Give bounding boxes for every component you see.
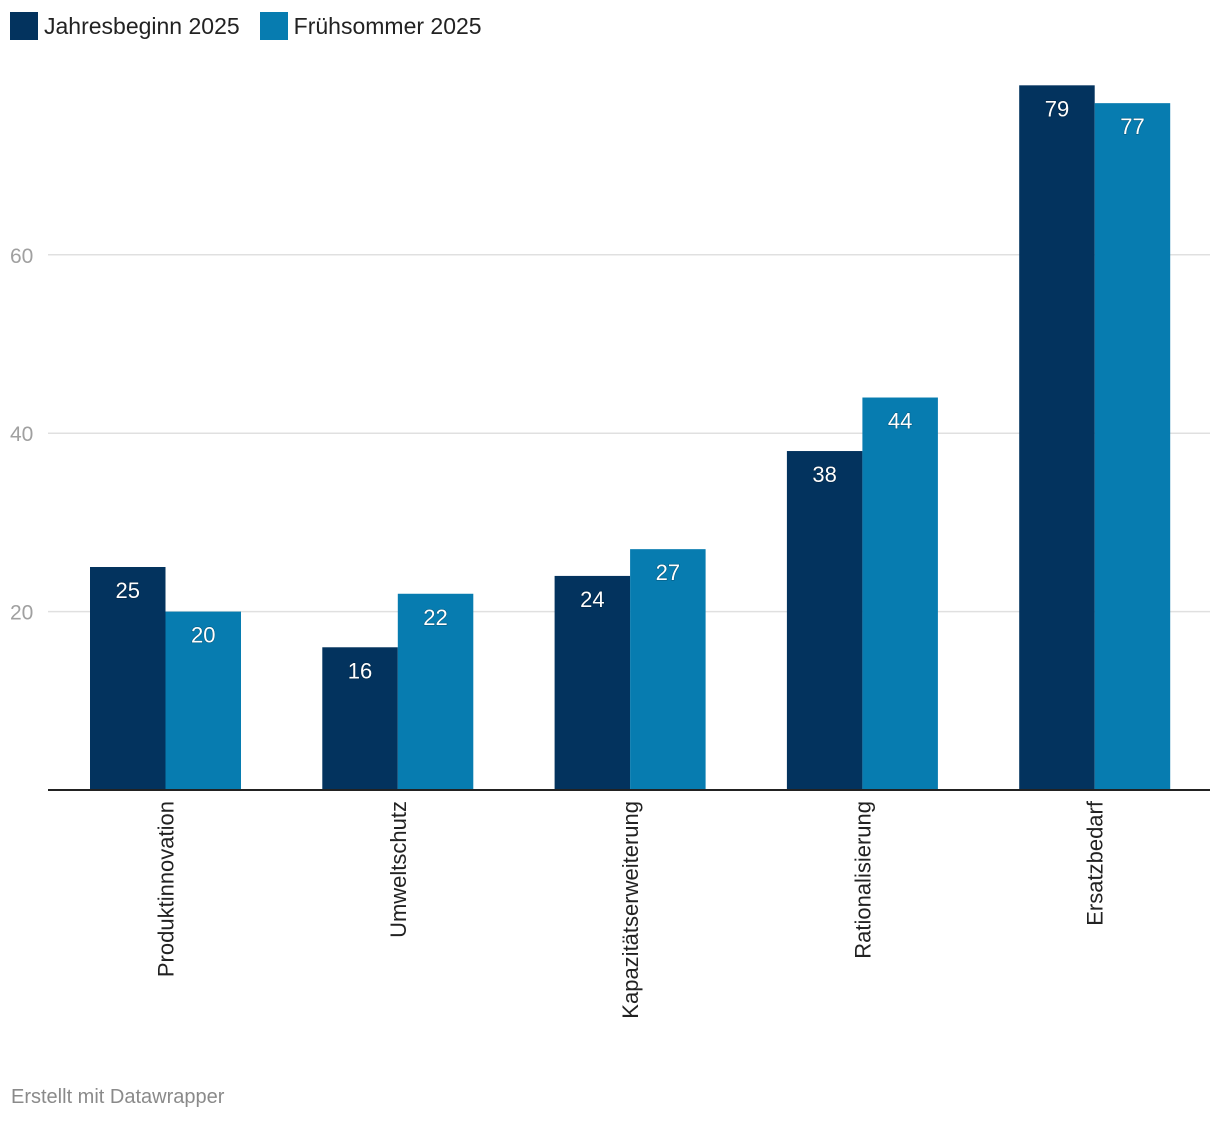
category-label: Rationalisierung: [850, 801, 875, 959]
value-label: 25: [116, 578, 140, 603]
bar-jahresbeginn-3[interactable]: [786, 451, 863, 790]
bar-fruehsommer-3[interactable]: [862, 397, 938, 790]
category-labels: Produktinnovation Umweltschutz Kapazitätse…: [154, 800, 1108, 1019]
value-label: 20: [191, 623, 215, 648]
bar-fruehsommer-0[interactable]: [165, 611, 242, 790]
bars: [90, 85, 1171, 790]
legend-item-fruehsommer[interactable]: Frühsommer 2025: [259, 12, 482, 40]
legend-swatch-fruehsommer: [259, 12, 288, 40]
value-label: 16: [348, 658, 372, 683]
legend-item-jahresbeginn[interactable]: Jahresbeginn 2025: [10, 12, 240, 40]
y-tick-label: 60: [10, 245, 33, 268]
category-label: Umweltschutz: [386, 801, 411, 938]
bar-jahresbeginn-4[interactable]: [1019, 85, 1095, 790]
value-label: 27: [656, 560, 680, 585]
value-label: 38: [812, 462, 836, 487]
legend-label-fruehsommer: Frühsommer 2025: [293, 12, 482, 39]
value-label: 24: [580, 587, 604, 612]
bar-jahresbeginn-1[interactable]: [322, 647, 398, 790]
bar-chart: 20 40 60 25 20 16 22 24 27 38 44 79 77 Produktinnov…: [10, 85, 1210, 1019]
category-label: Ersatzbedarf: [1083, 800, 1108, 926]
value-label: 22: [423, 605, 447, 630]
value-label: 79: [1045, 96, 1069, 121]
value-labels: 25 20 16 22 24 27 38 44 79 77: [115, 96, 1145, 684]
y-tick-label: 20: [10, 602, 33, 625]
legend-label-jahresbeginn: Jahresbeginn 2025: [44, 12, 240, 39]
value-label: 77: [1120, 114, 1144, 139]
legend-swatch-jahresbeginn: [10, 12, 38, 40]
bar-jahresbeginn-2[interactable]: [554, 575, 631, 790]
legend: Jahresbeginn 2025 Frühsommer 2025: [10, 12, 482, 40]
bar-fruehsommer-4[interactable]: [1094, 103, 1171, 790]
category-label: Kapazitätserweiterung: [618, 801, 643, 1019]
category-label: Produktinnovation: [154, 801, 179, 977]
value-label: 44: [888, 409, 912, 434]
bar-jahresbeginn-0[interactable]: [90, 567, 166, 790]
footer-credit: Erstellt mit Datawrapper: [11, 1086, 225, 1108]
bar-fruehsommer-1[interactable]: [397, 593, 474, 790]
y-tick-label: 40: [10, 423, 33, 446]
bar-fruehsommer-2[interactable]: [630, 549, 706, 790]
